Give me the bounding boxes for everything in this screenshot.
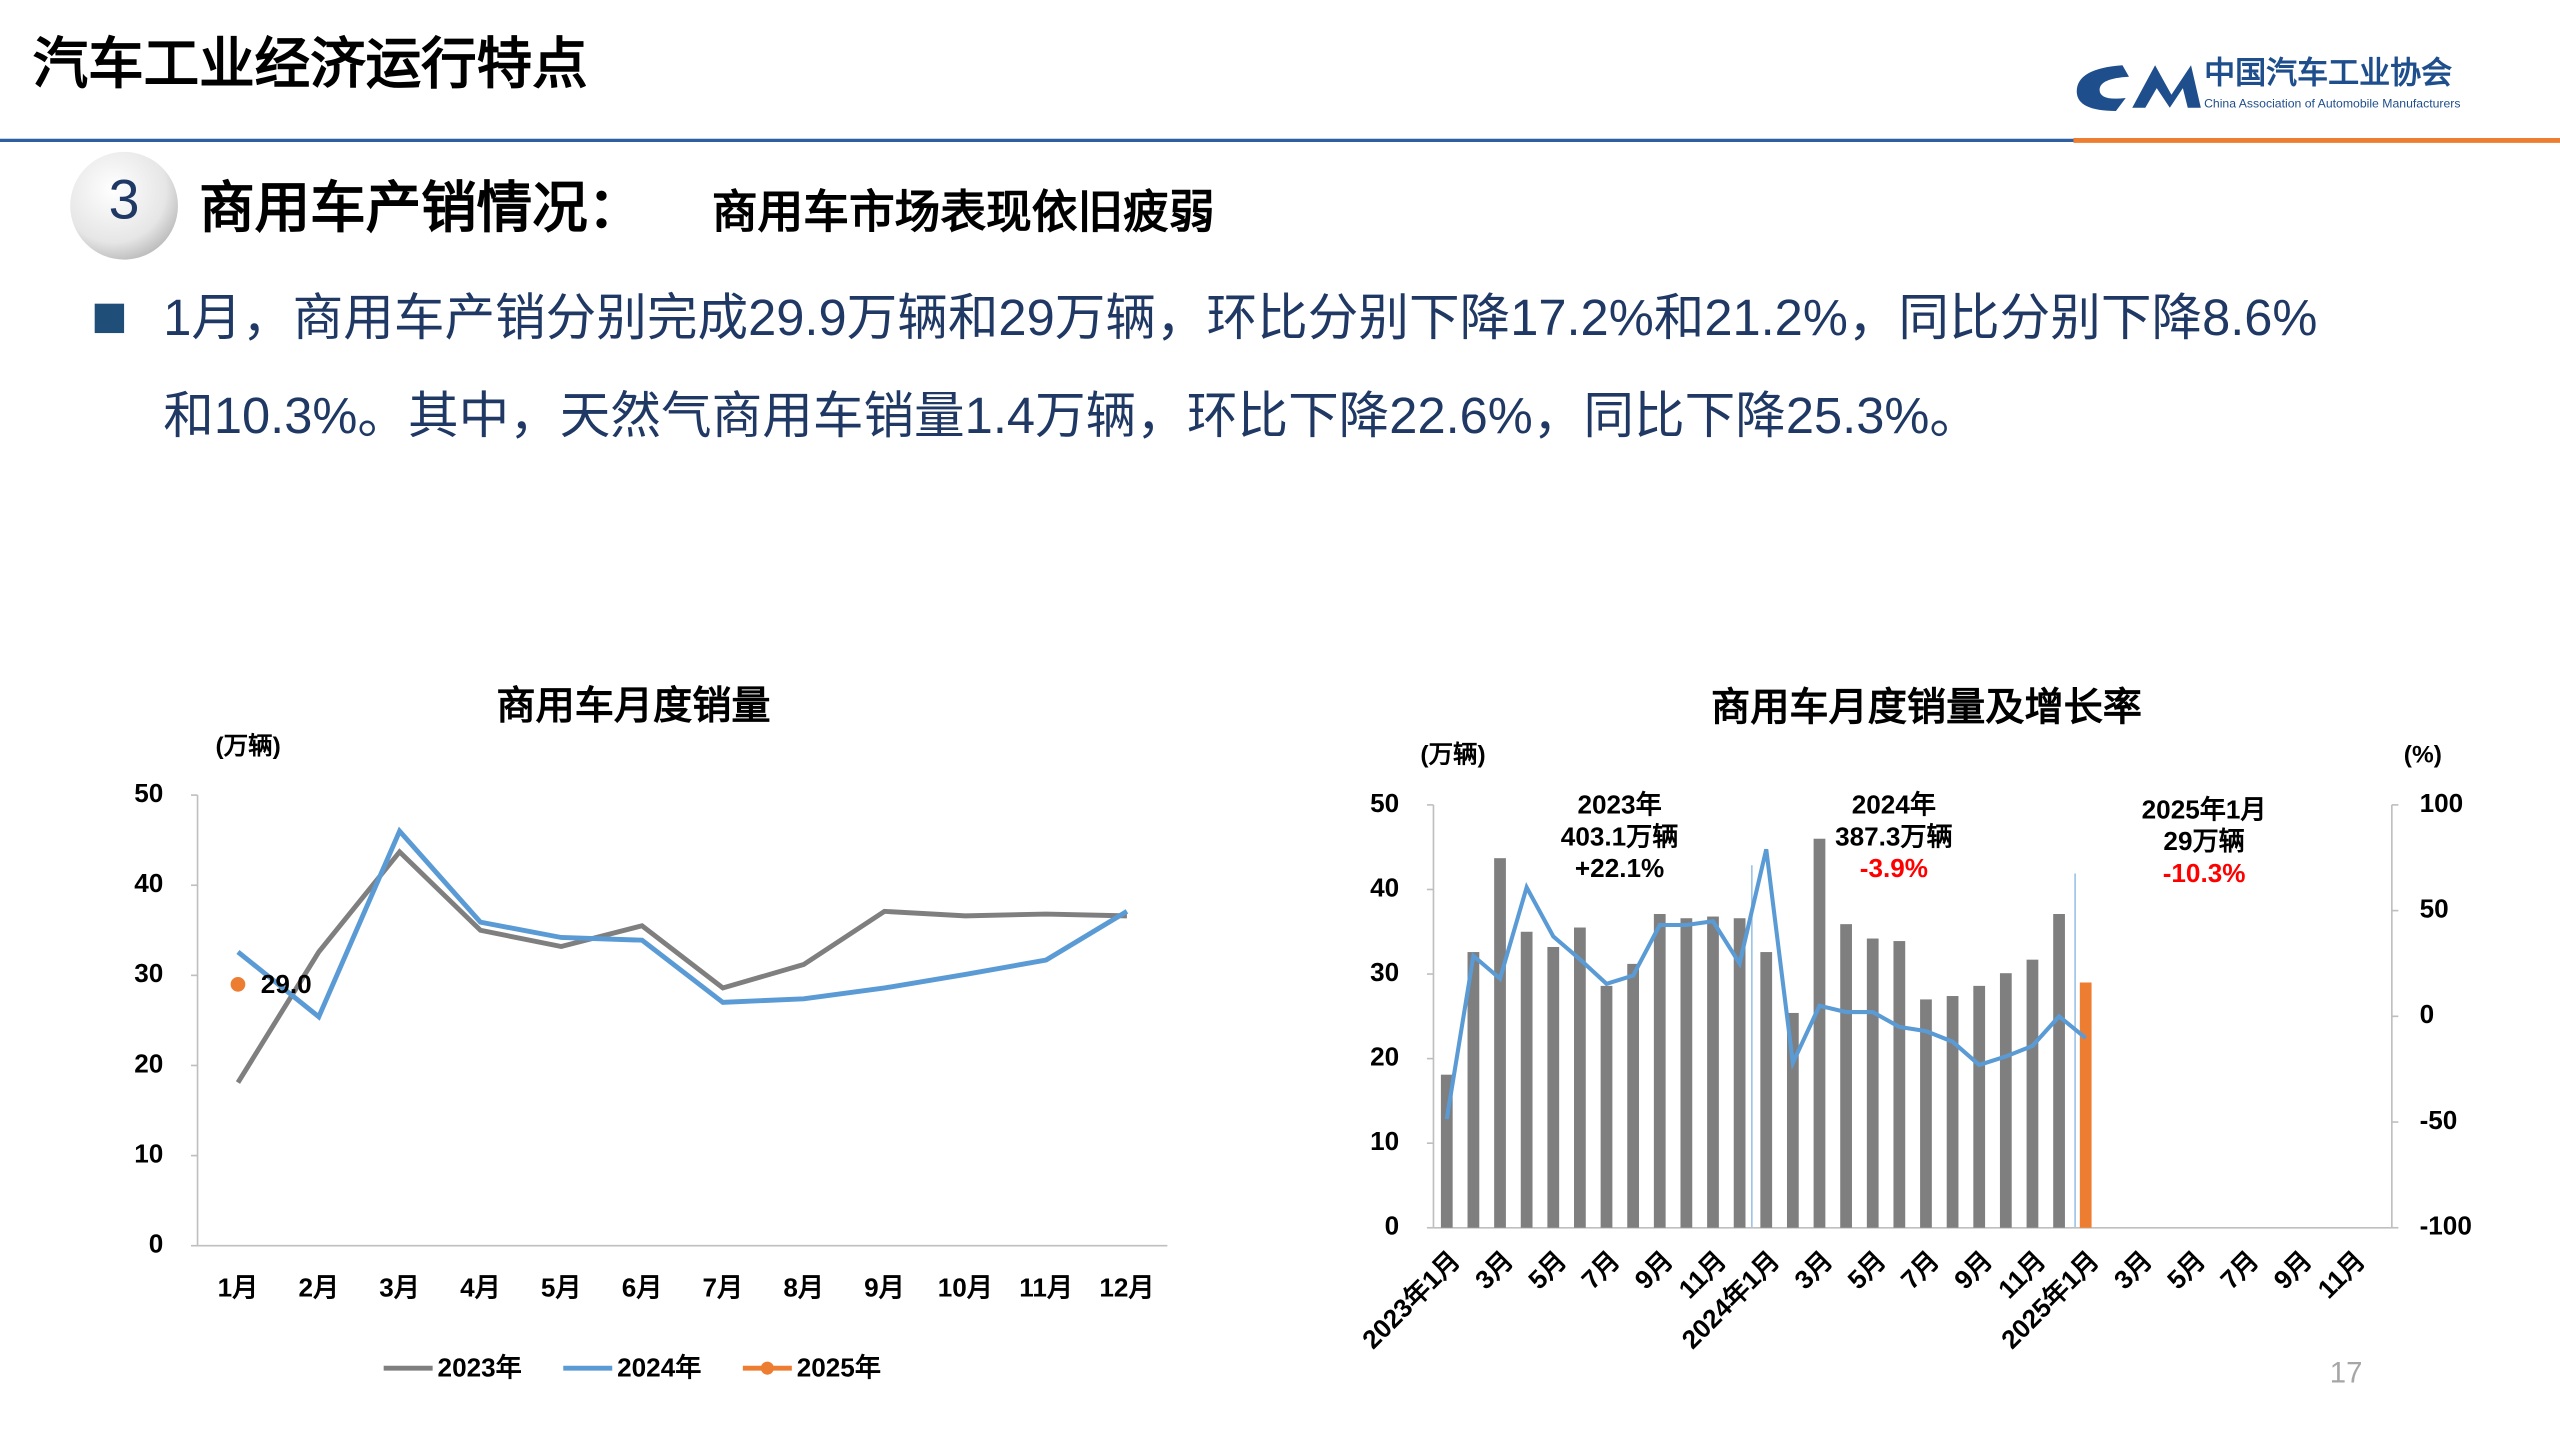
bar (1600, 985, 1613, 1228)
bar (1973, 985, 1986, 1228)
section-heading: 商用车产销情况： (199, 177, 643, 239)
bar (1999, 973, 2012, 1228)
y-tick-label: 0 (1385, 1211, 1400, 1241)
bar (1866, 938, 1879, 1228)
x-tick-label: 3月 (379, 1273, 420, 1303)
bullet-marker (94, 303, 125, 334)
y-tick-label: 0 (149, 1229, 164, 1259)
bar (1627, 963, 1640, 1228)
chart-title: 商用车月度销量 (496, 685, 770, 728)
bar (1733, 918, 1746, 1228)
bar (1760, 952, 1773, 1228)
x-tick-label: 9月 (864, 1273, 905, 1303)
chart-title: 商用车月度销量及增长率 (1711, 687, 2142, 730)
bar (1494, 858, 1506, 1228)
legend-label: 2024年 (617, 1353, 701, 1383)
y-tick-label: 20 (1370, 1042, 1399, 1072)
point (230, 977, 246, 992)
bar (1547, 946, 1560, 1228)
y2-tick-label: 100 (2420, 788, 2464, 818)
y2-tick-label: -50 (2420, 1105, 2458, 1135)
legend-label: 2023年 (438, 1353, 522, 1383)
bar (1440, 1074, 1453, 1228)
legend-swatch-dot (760, 1361, 774, 1375)
bar (1520, 931, 1533, 1228)
x-tick-label: 6月 (622, 1273, 663, 1303)
y-tick-label: 30 (134, 958, 163, 988)
x-tick-label: 7月 (703, 1273, 744, 1303)
bar (2053, 913, 2065, 1228)
y-tick-label: 50 (1370, 788, 1399, 818)
bar (1946, 996, 1959, 1228)
y-tick-label: 30 (1370, 957, 1399, 987)
x-tick-label: 4月 (460, 1273, 501, 1303)
line-series (1444, 848, 2087, 1120)
bar (2026, 959, 2039, 1228)
y2-tick-label: 50 (2420, 894, 2449, 924)
logo-cn: 中国汽车工业协会 (2204, 55, 2452, 90)
section-subheading: 商用车市场表现依旧疲弱 (712, 187, 1215, 238)
y-tick-label: 10 (134, 1138, 163, 1168)
x-tick-label: 5月 (541, 1273, 582, 1303)
data-label: 29.0 (261, 969, 312, 999)
y-tick-label: 10 (1370, 1126, 1399, 1156)
y2-tick-label: 0 (2420, 999, 2435, 1029)
annotation: -3.9% (1860, 853, 1928, 883)
x-tick-label: 2月 (298, 1273, 339, 1303)
bar (1813, 838, 1826, 1228)
bar (1680, 918, 1693, 1228)
logo-en: China Association of Automobile Manufact… (2204, 97, 2460, 111)
bar (1840, 924, 1852, 1228)
annotation: 403.1万辆 (1561, 821, 1679, 851)
annotation: 387.3万辆 (1835, 821, 1953, 851)
annotation: 29万辆 (2163, 826, 2244, 856)
bar (1574, 927, 1586, 1228)
annotation: +22.1% (1575, 853, 1664, 883)
page-title: 汽车工业经济运行特点 (33, 33, 588, 95)
x-tick-label: 1月 (218, 1273, 259, 1303)
annotation: -10.3% (2163, 858, 2246, 888)
bar (1893, 941, 1906, 1228)
bar (1920, 999, 1932, 1228)
y-axis-label: (万辆) (1420, 740, 1485, 768)
legend-label: 2025年 (797, 1353, 881, 1383)
bar (1786, 1012, 1799, 1228)
annotation: 2024年 (1852, 789, 1936, 819)
annotation: 2023年 (1577, 789, 1661, 819)
bar (1467, 952, 1480, 1228)
y-tick-label: 20 (134, 1048, 163, 1078)
y2-axis-label: (%) (2404, 741, 2442, 768)
y-tick-label: 40 (1370, 872, 1399, 902)
logo-mark (2076, 65, 2201, 112)
y2-tick-label: -100 (2420, 1211, 2472, 1241)
bullet-text: 和10.3%。其中，天然气商用车销量1.4万辆，环比下降22.6%，同比下降25… (163, 387, 1980, 444)
bar (1707, 916, 1719, 1228)
y-tick-label: 40 (134, 868, 163, 898)
section-number: 3 (109, 169, 140, 231)
bullet-text: 1月，商用车产销分别完成29.9万辆和29万辆，环比分别下降17.2%和21.2… (163, 289, 2317, 346)
x-tick-label: 8月 (783, 1273, 824, 1303)
annotation: 2025年1月 (2142, 794, 2267, 824)
x-tick-label: 10月 (938, 1273, 993, 1303)
x-tick-label: 11月 (1019, 1273, 1073, 1303)
page-number: 17 (2330, 1356, 2363, 1389)
bar (1653, 913, 1666, 1228)
y-tick-label: 50 (134, 778, 163, 808)
section-badge (70, 151, 178, 260)
bar (2079, 982, 2092, 1228)
y-axis-label: (万辆) (216, 732, 281, 760)
line-series (235, 848, 1127, 1084)
line-series (236, 826, 1129, 1021)
x-tick-label: 12月 (1099, 1273, 1154, 1303)
